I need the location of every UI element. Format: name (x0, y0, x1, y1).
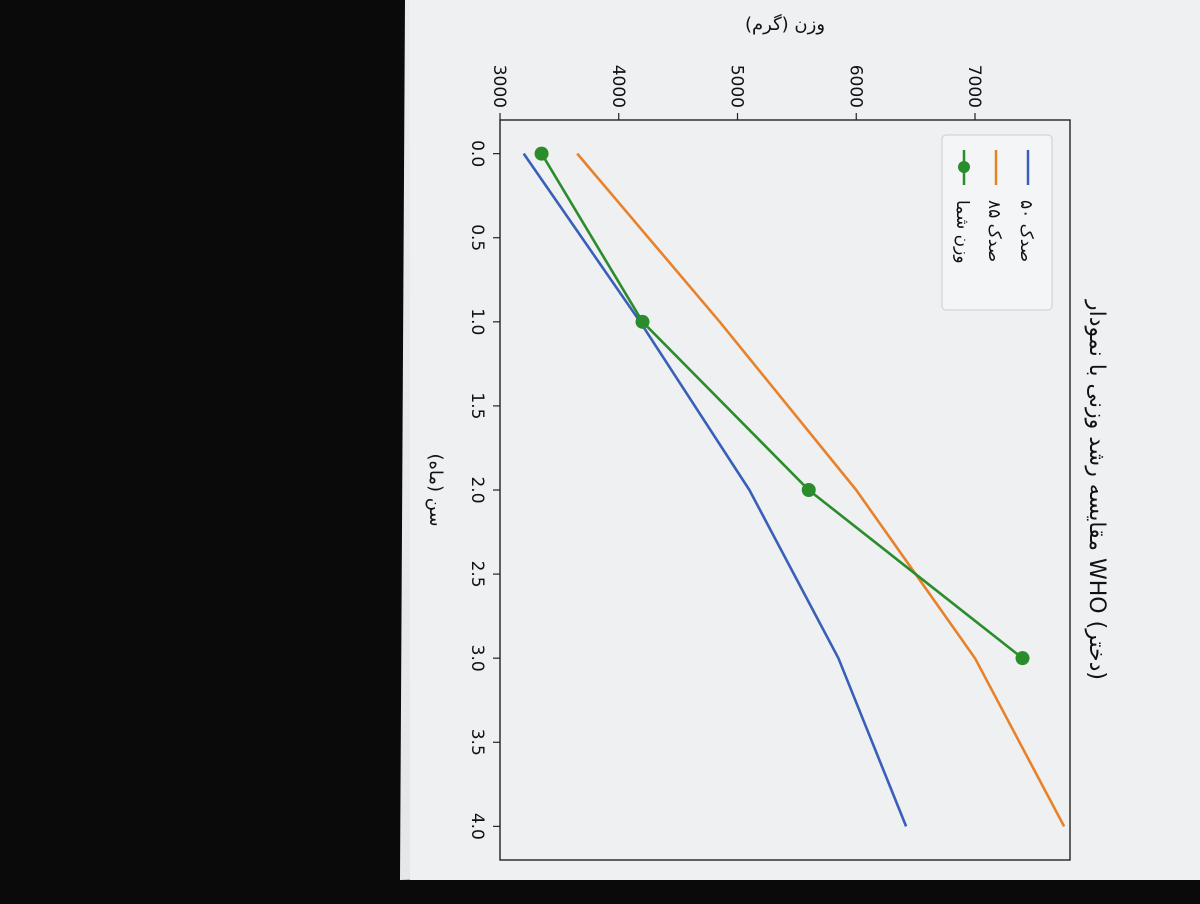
series-point-2 (801, 483, 816, 497)
legend-label-p85: صدک ۸۵ (984, 200, 1004, 262)
x-tick-label: 4.0 (467, 813, 487, 840)
x-tick-label: 3.0 (467, 645, 487, 672)
series-layer (522, 146, 1066, 828)
y-tick-label: 5000 (727, 65, 747, 108)
y-tick-label: 4000 (608, 65, 628, 108)
x-tick-label: 1.5 (467, 392, 487, 419)
series-point-2 (534, 146, 549, 161)
figure: 0.0 0.5 1.0 1.5 2.0 2.5 3.0 3.5 4.0 3000 4000 5000… (410, 0, 1200, 880)
x-tick-label: 2.0 (467, 476, 487, 503)
series-line-0 (522, 152, 908, 827)
x-tick-label: 3.5 (467, 729, 487, 756)
legend-box (941, 134, 1053, 311)
legend-marker-user (958, 161, 970, 173)
x-axis-ticks: 0.0 0.5 1.0 1.5 2.0 2.5 3.0 3.5 4.0 (467, 140, 500, 840)
y-axis-label: وزن (گرم) (745, 13, 825, 35)
series-point-2 (1015, 651, 1030, 666)
x-tick-label: 0.5 (467, 224, 487, 251)
y-axis-ticks: 3000 4000 5000 6000 7000 (489, 65, 984, 120)
y-tick-label: 7000 (964, 65, 984, 108)
y-tick-label: 6000 (845, 65, 865, 108)
x-tick-label: 1.0 (467, 308, 487, 335)
x-tick-label: 0.0 (467, 140, 487, 167)
figure-background (410, 0, 1200, 880)
series-line-1 (576, 152, 1066, 828)
legend: صدک ۵۰ صدک ۸۵ وزن شما (941, 134, 1053, 311)
x-tick-label: 2.5 (467, 561, 487, 588)
series-line-2 (540, 152, 1024, 660)
legend-label-p50: صدک ۵۰ (1016, 200, 1036, 262)
y-tick-label: 3000 (489, 65, 509, 108)
series-point-2 (635, 314, 650, 329)
legend-label-user: وزن شما (952, 200, 972, 264)
chart-title: مقایسه رشد وزنی با نمودار WHO (دختر) (1084, 299, 1109, 680)
x-axis-label: سن (ماه) (425, 453, 446, 526)
